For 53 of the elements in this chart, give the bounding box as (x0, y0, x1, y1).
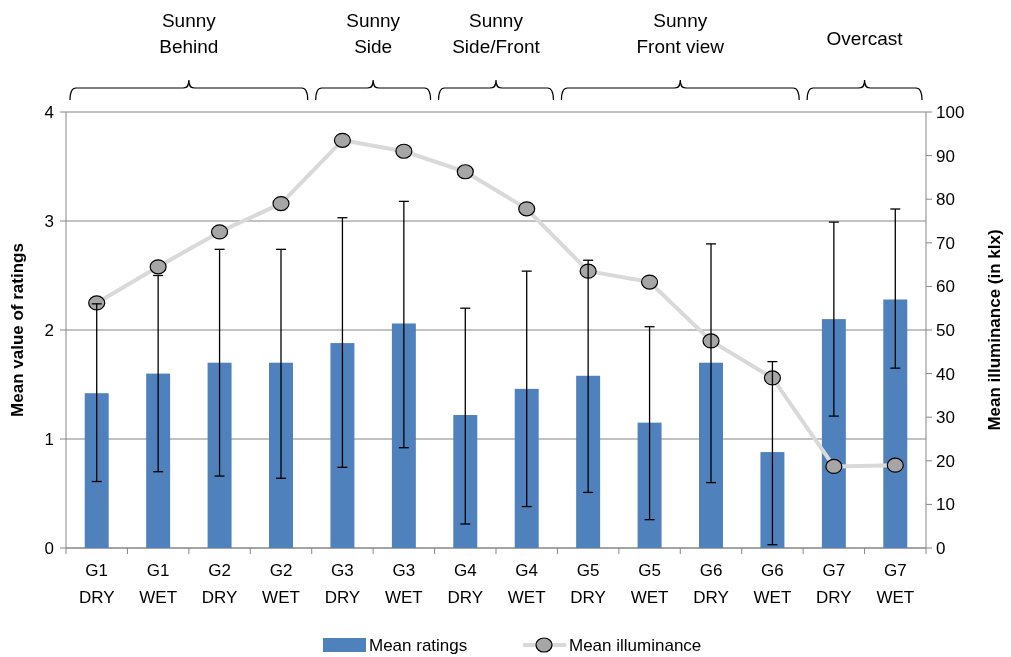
x-tick-label: G5 WET (630, 561, 669, 607)
bar (84, 393, 109, 548)
bar (883, 299, 908, 548)
bar (637, 422, 662, 548)
bar (146, 373, 171, 548)
text: Sunny Side/Front (452, 10, 541, 57)
y2-tick-label: 30 (936, 408, 955, 428)
y2-tick-label: 0 (936, 538, 946, 558)
y2-tick-label: 40 (936, 364, 955, 384)
y-tick-label: 1 (44, 429, 54, 449)
bar (514, 388, 539, 548)
x-tick-label: G2 WET (262, 561, 300, 607)
bar (391, 323, 416, 548)
x-tick-label: G3 DRY (324, 561, 361, 607)
y2-axis-title: Mean illuminance (in klx) (985, 229, 1004, 431)
bar (576, 375, 601, 548)
y-tick-label: 2 (44, 320, 54, 340)
legend-label: Mean ratings (369, 635, 468, 655)
bar (330, 343, 355, 548)
x-tick-label: G6 WET (753, 561, 792, 607)
y-tick-label: 3 (44, 211, 54, 231)
x-tick-label: G3 WET (384, 561, 423, 607)
text: Sunny Side (346, 10, 401, 57)
text: Overcast (826, 28, 904, 49)
y-tick-label: 0 (44, 538, 54, 558)
bar (453, 415, 478, 548)
x-tick-label: G5 DRY (570, 561, 606, 607)
x-tick-label: G2 DRY (201, 561, 238, 607)
bar (207, 362, 232, 548)
x-tick-label: G1 DRY (78, 561, 115, 607)
y2-tick-label: 70 (936, 233, 955, 253)
y2-tick-label: 80 (936, 190, 955, 210)
x-tick-label: G4 WET (507, 561, 546, 607)
text: Sunny Front view (636, 10, 725, 57)
x-tick-label: G6 DRY (693, 561, 729, 607)
bar (269, 362, 293, 548)
y2-tick-label: 20 (936, 451, 955, 471)
bar (699, 362, 723, 548)
y2-tick-label: 10 (936, 495, 955, 515)
text: Sunny Behind (159, 10, 219, 57)
y2-tick-label: 50 (936, 320, 955, 340)
y2-tick-label: 100 (936, 102, 965, 122)
x-tick-label: G7 DRY (816, 561, 852, 607)
legend-label: Mean illuminance (569, 635, 702, 655)
y2-tick-label: 60 (936, 277, 955, 297)
x-tick-label: G4 DRY (447, 561, 484, 607)
y-axis-title: Mean value of ratings (8, 243, 27, 417)
x-tick-label: G7 WET (876, 561, 915, 607)
bar (821, 319, 846, 548)
bar (760, 452, 785, 548)
y-tick-label: 4 (44, 102, 54, 122)
y2-tick-label: 90 (936, 146, 955, 166)
x-tick-label: G1 WET (139, 561, 178, 607)
